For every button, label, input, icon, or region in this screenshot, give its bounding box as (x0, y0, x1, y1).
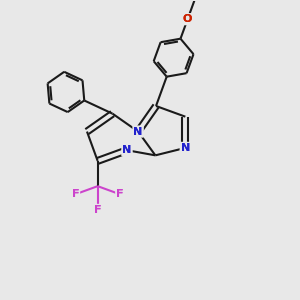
Text: F: F (94, 205, 101, 215)
Text: O: O (183, 14, 192, 24)
Text: N: N (134, 127, 143, 136)
Text: N: N (134, 127, 143, 136)
Text: N: N (181, 143, 190, 153)
Text: N: N (181, 143, 190, 153)
Text: F: F (116, 189, 124, 199)
Text: O: O (183, 14, 192, 24)
Text: F: F (72, 189, 79, 199)
Text: N: N (122, 145, 132, 155)
Text: N: N (122, 145, 132, 155)
Text: F: F (72, 189, 79, 199)
Text: F: F (94, 205, 101, 215)
Text: F: F (116, 189, 124, 199)
